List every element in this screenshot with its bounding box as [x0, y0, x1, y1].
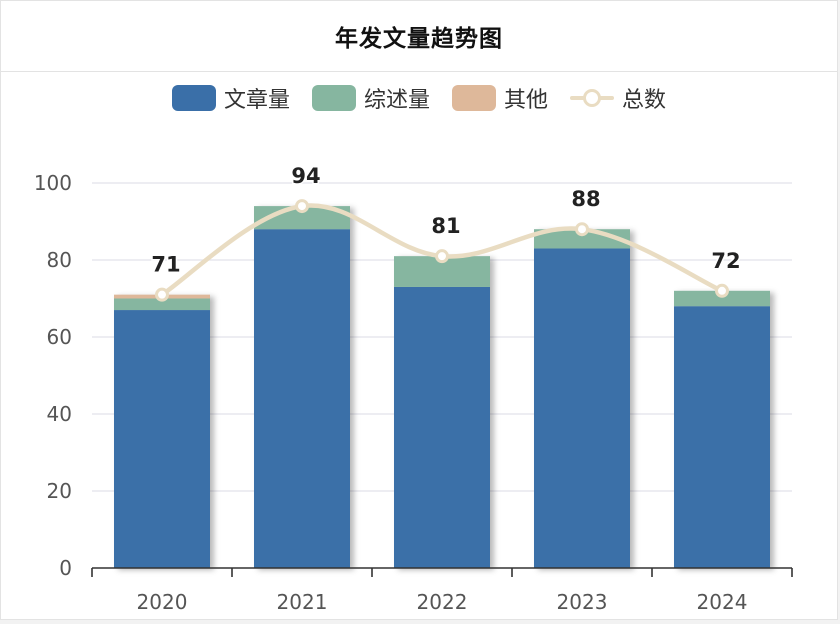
legend-item-other[interactable]: 其他: [452, 82, 548, 114]
total-point-2021: [295, 199, 309, 214]
y-tick-label: 100: [34, 171, 72, 195]
legend-swatch-articles: [171, 85, 216, 111]
total-point-2022: [435, 249, 449, 264]
x-tick-label: 2023: [557, 590, 608, 614]
x-tick-label: 2020: [137, 590, 188, 614]
data-label-2022: 81: [431, 214, 460, 238]
data-label-2023: 88: [571, 187, 600, 211]
chart-legend: 文章量 综述量 其他 总数: [1, 79, 837, 117]
legend-label-articles: 文章量: [223, 88, 290, 113]
legend-label-total: 总数: [622, 88, 667, 113]
chart-title: 年发文量趋势图: [335, 26, 503, 52]
legend-label-other: 其他: [504, 88, 549, 113]
y-tick-label: 80: [47, 248, 72, 272]
bar-2020-series-1: [114, 298, 210, 311]
x-tick-label: 2024: [697, 590, 748, 614]
chart-header: 年发文量趋势图: [1, 1, 837, 72]
legend-item-total[interactable]: 总数: [570, 82, 666, 114]
y-tick-label: 60: [47, 325, 72, 349]
bars-group: [114, 206, 770, 568]
legend-swatch-reviews: [311, 85, 356, 111]
data-label-2020: 71: [151, 253, 180, 277]
y-tick-label: 40: [47, 402, 72, 426]
total-point-2020: [155, 287, 169, 302]
total-point-2023: [575, 222, 589, 237]
bar-2021-series-0: [254, 229, 350, 568]
total-point-2024: [715, 283, 729, 298]
legend-item-reviews[interactable]: 综述量: [311, 82, 430, 114]
bar-2020-series-0: [114, 310, 210, 568]
x-tick-label: 2021: [277, 590, 328, 614]
data-label-2021: 94: [291, 164, 320, 188]
bar-2022-series-0: [394, 286, 490, 568]
legend-line-total-icon: [570, 85, 615, 111]
x-tick-label: 2022: [417, 590, 468, 614]
data-label-2024: 72: [711, 249, 740, 273]
y-tick-label: 0: [59, 556, 72, 580]
y-tick-label: 20: [47, 479, 72, 503]
bar-2024-series-1: [674, 290, 770, 307]
bar-2024-series-0: [674, 306, 770, 568]
bar-2023-series-0: [534, 248, 630, 568]
legend-label-reviews: 综述量: [363, 88, 430, 113]
legend-item-articles[interactable]: 文章量: [171, 82, 290, 114]
legend-swatch-other: [452, 85, 496, 111]
